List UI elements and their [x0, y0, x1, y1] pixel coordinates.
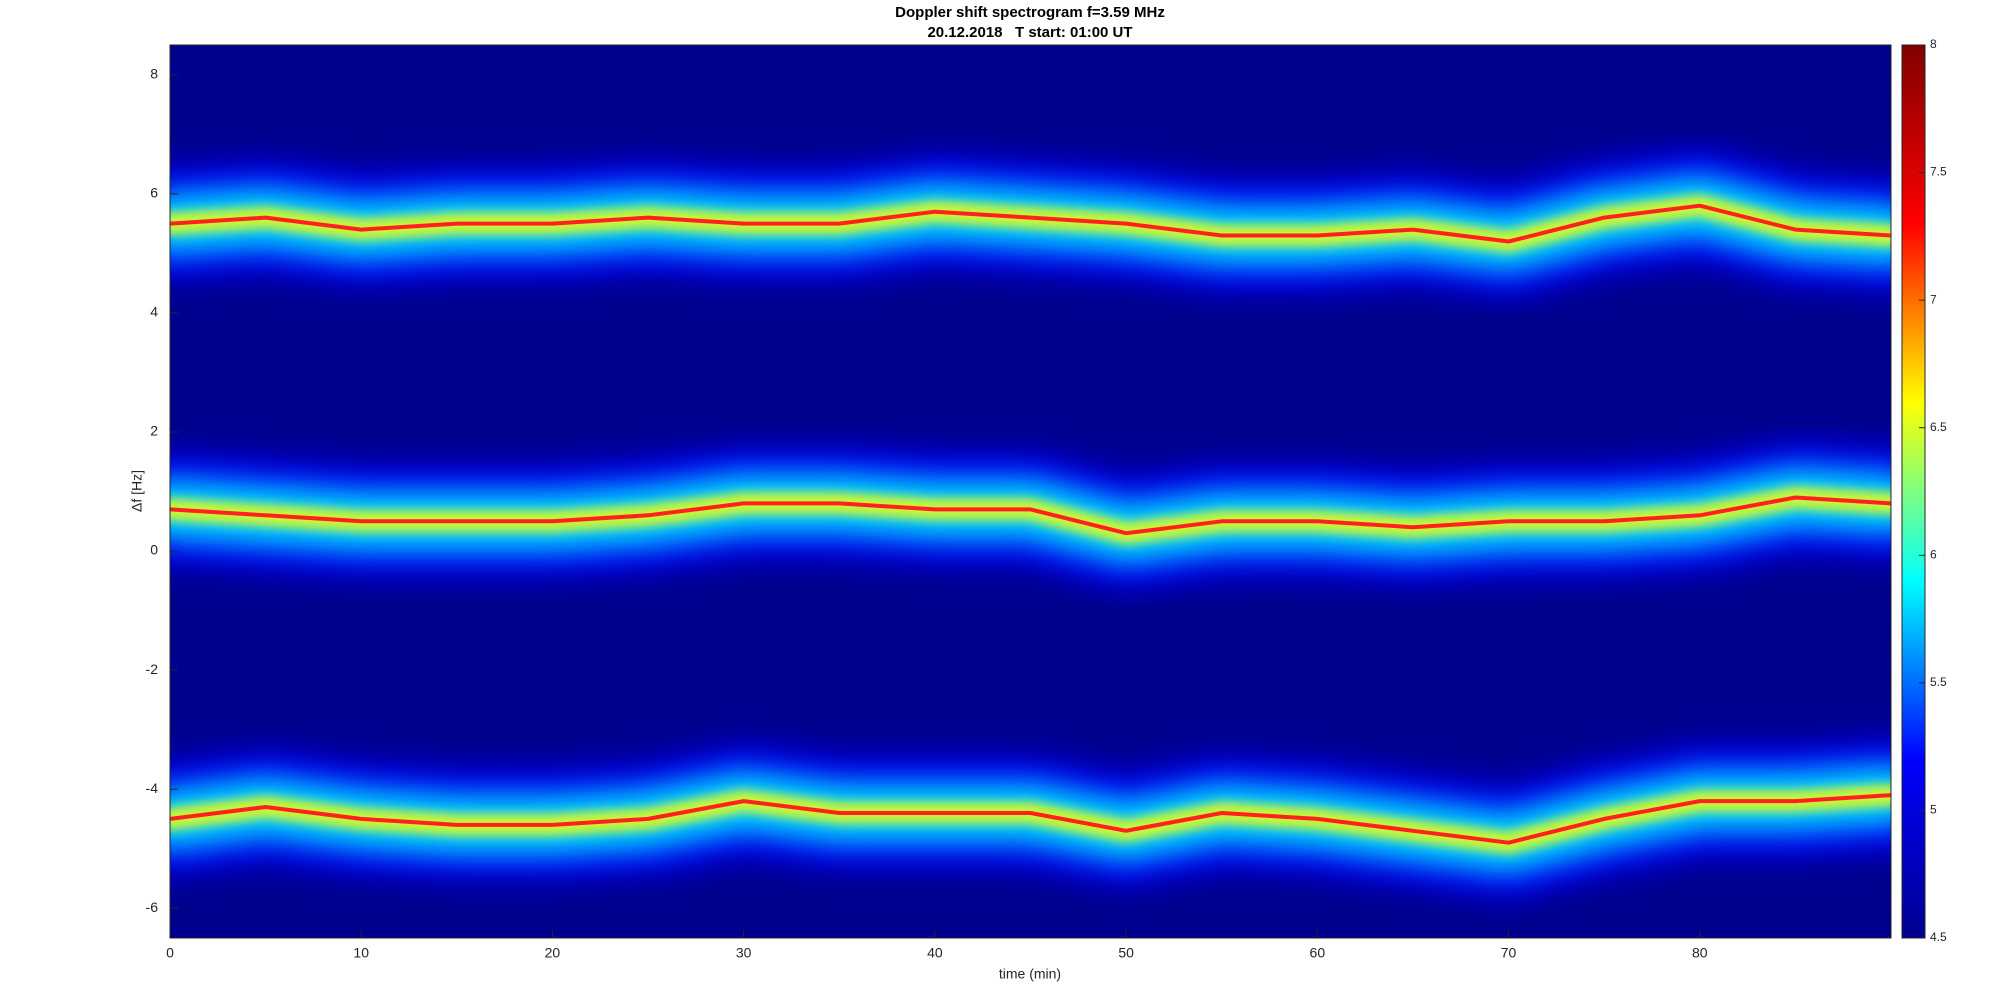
x-tick-label: 40: [927, 945, 943, 961]
colorbar: [1901, 44, 1926, 939]
y-tick-label: -6: [146, 899, 159, 915]
colorbar-tick-label: 5: [1930, 803, 1937, 817]
x-axis-label: time (min): [999, 966, 1061, 982]
band-trace: [170, 495, 1891, 536]
x-tick-label: 0: [166, 945, 174, 961]
x-tick-label: 70: [1501, 945, 1517, 961]
plot-area: [170, 45, 1891, 938]
colorbar-tick-label: 4.5: [1930, 930, 1947, 944]
x-tick-label: 60: [1310, 945, 1326, 961]
x-tick-label: 80: [1692, 945, 1708, 961]
colorbar-tick-label: 5.5: [1930, 675, 1947, 689]
colorbar-tick-label: 6.5: [1930, 420, 1947, 434]
colorbar-tick-label: 7.5: [1930, 165, 1947, 179]
y-tick-label: -2: [146, 661, 159, 677]
y-tick-label: 2: [150, 423, 158, 439]
y-axis-label: Δf [Hz]: [129, 470, 145, 512]
colorbar-tick-label: 6: [1930, 547, 1937, 561]
chart-subtitle: 20.12.2018 T start: 01:00 UT: [927, 24, 1132, 41]
colorbar-tick-label: 7: [1930, 292, 1937, 306]
x-tick-label: 30: [736, 945, 752, 961]
y-tick-label: 6: [150, 185, 158, 201]
chart-title: Doppler shift spectrogram f=3.59 MHz: [895, 4, 1165, 21]
y-tick-label: 4: [150, 304, 158, 320]
plot-frame: [169, 44, 1892, 939]
band-trace: [170, 793, 1891, 845]
colorbar-tick-label: 8: [1930, 37, 1937, 51]
x-tick-label: 10: [353, 945, 369, 961]
y-tick-label: 8: [150, 65, 158, 81]
y-tick-label: -4: [146, 780, 159, 796]
y-tick-label: 0: [150, 542, 158, 558]
x-tick-label: 20: [545, 945, 561, 961]
band-trace: [170, 203, 1891, 244]
x-tick-label: 50: [1118, 945, 1134, 961]
